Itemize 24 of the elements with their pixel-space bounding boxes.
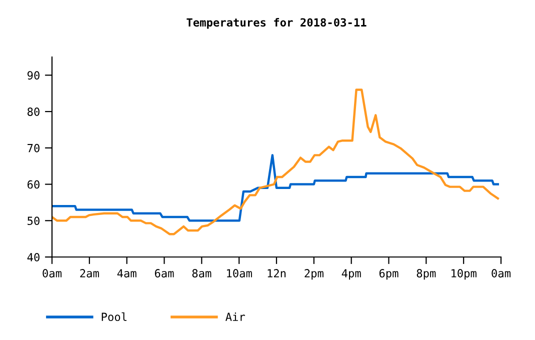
x-tick-label: 12n: [268, 269, 286, 278]
chart-title: Temperatures for 2018-03-11: [186, 18, 366, 29]
x-tick-label: 0am: [42, 269, 62, 278]
y-tick-label: 40: [27, 253, 40, 262]
legend-label: Air: [226, 312, 245, 321]
y-tick-label: 80: [28, 108, 40, 116]
x-tick-label: 10am: [227, 269, 252, 278]
line-series: [52, 88, 499, 236]
y-tick-label: 70: [28, 144, 40, 152]
x-tick-label: 2pm: [304, 269, 324, 280]
y-tick-label: 50: [28, 216, 40, 226]
x-tick-label: 8am: [192, 269, 212, 278]
y-tick-label: 60: [28, 180, 40, 189]
legend-label: Pool: [102, 312, 126, 322]
x-tick-label: 0am: [492, 269, 511, 278]
x-tick-label: 6pm: [379, 269, 398, 280]
line-series: [52, 154, 499, 222]
x-tick-label: 6am: [154, 269, 174, 278]
x-tick-label: 4am: [117, 269, 136, 278]
x-tick-label: 10pm: [452, 269, 476, 280]
x-tick-label: 2am: [80, 269, 99, 278]
y-tick-label: 90: [28, 71, 40, 80]
x-tick-label: 8pm: [416, 269, 436, 280]
x-tick-label: 4pm: [342, 269, 361, 280]
